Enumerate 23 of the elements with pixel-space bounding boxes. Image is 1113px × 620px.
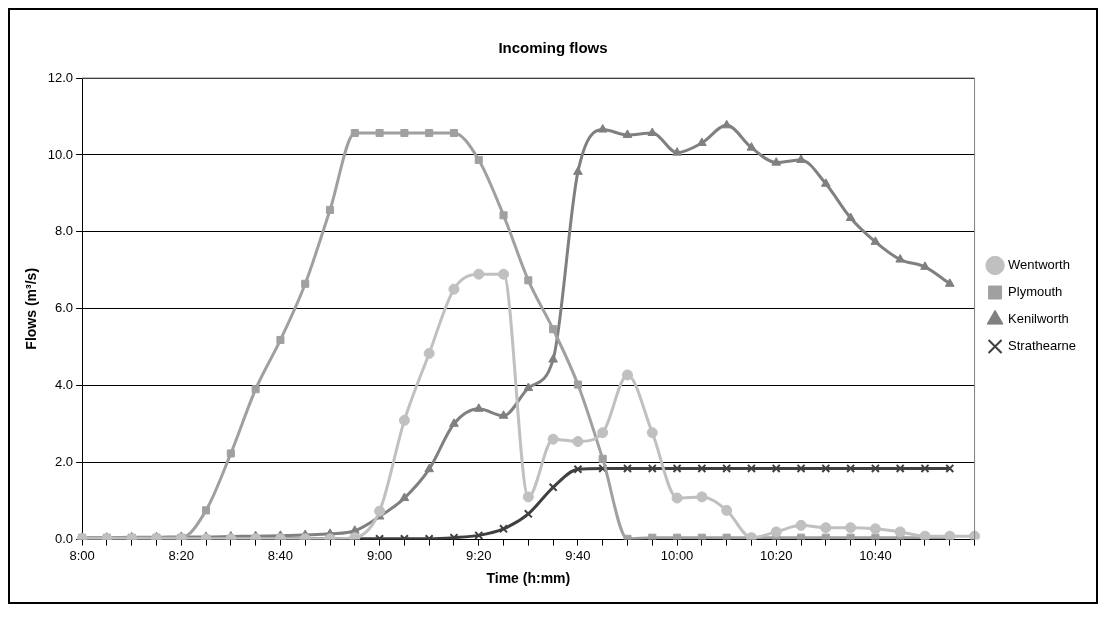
legend-label: Plymouth — [1008, 284, 1063, 300]
legend-label: Wentworth — [1008, 257, 1070, 273]
y-tick-label: 12.0 — [47, 69, 74, 85]
y-tick-label: 0.0 — [55, 531, 74, 547]
y-tick-label: 8.0 — [55, 223, 74, 239]
x-tick-label: 8:20 — [168, 547, 194, 563]
y-tick-label: 2.0 — [55, 454, 74, 470]
x-axis-title: Time (h:mm) — [486, 570, 571, 587]
x-tick-label: 10:40 — [859, 547, 892, 563]
y-tick-label: 4.0 — [55, 377, 74, 393]
y-axis-title: Flows (m³/s) — [23, 267, 40, 350]
x-tick-label: 9:20 — [466, 547, 492, 563]
y-tick-label: 6.0 — [55, 300, 74, 316]
x-tick-label: 10:00 — [660, 547, 694, 563]
y-tick-label: 10.0 — [47, 146, 74, 162]
legend-label: Strathearne — [1008, 338, 1076, 354]
x-tick-label: 8:40 — [267, 547, 294, 563]
x-tick-label: 9:00 — [366, 547, 393, 563]
x-tick-label: 8:00 — [69, 547, 95, 563]
x-tick-label: 10:20 — [759, 547, 793, 563]
x-tick-label: 9:40 — [565, 547, 591, 563]
chart-title: Incoming flows — [498, 39, 608, 57]
legend-label: Kenilworth — [1008, 311, 1069, 327]
